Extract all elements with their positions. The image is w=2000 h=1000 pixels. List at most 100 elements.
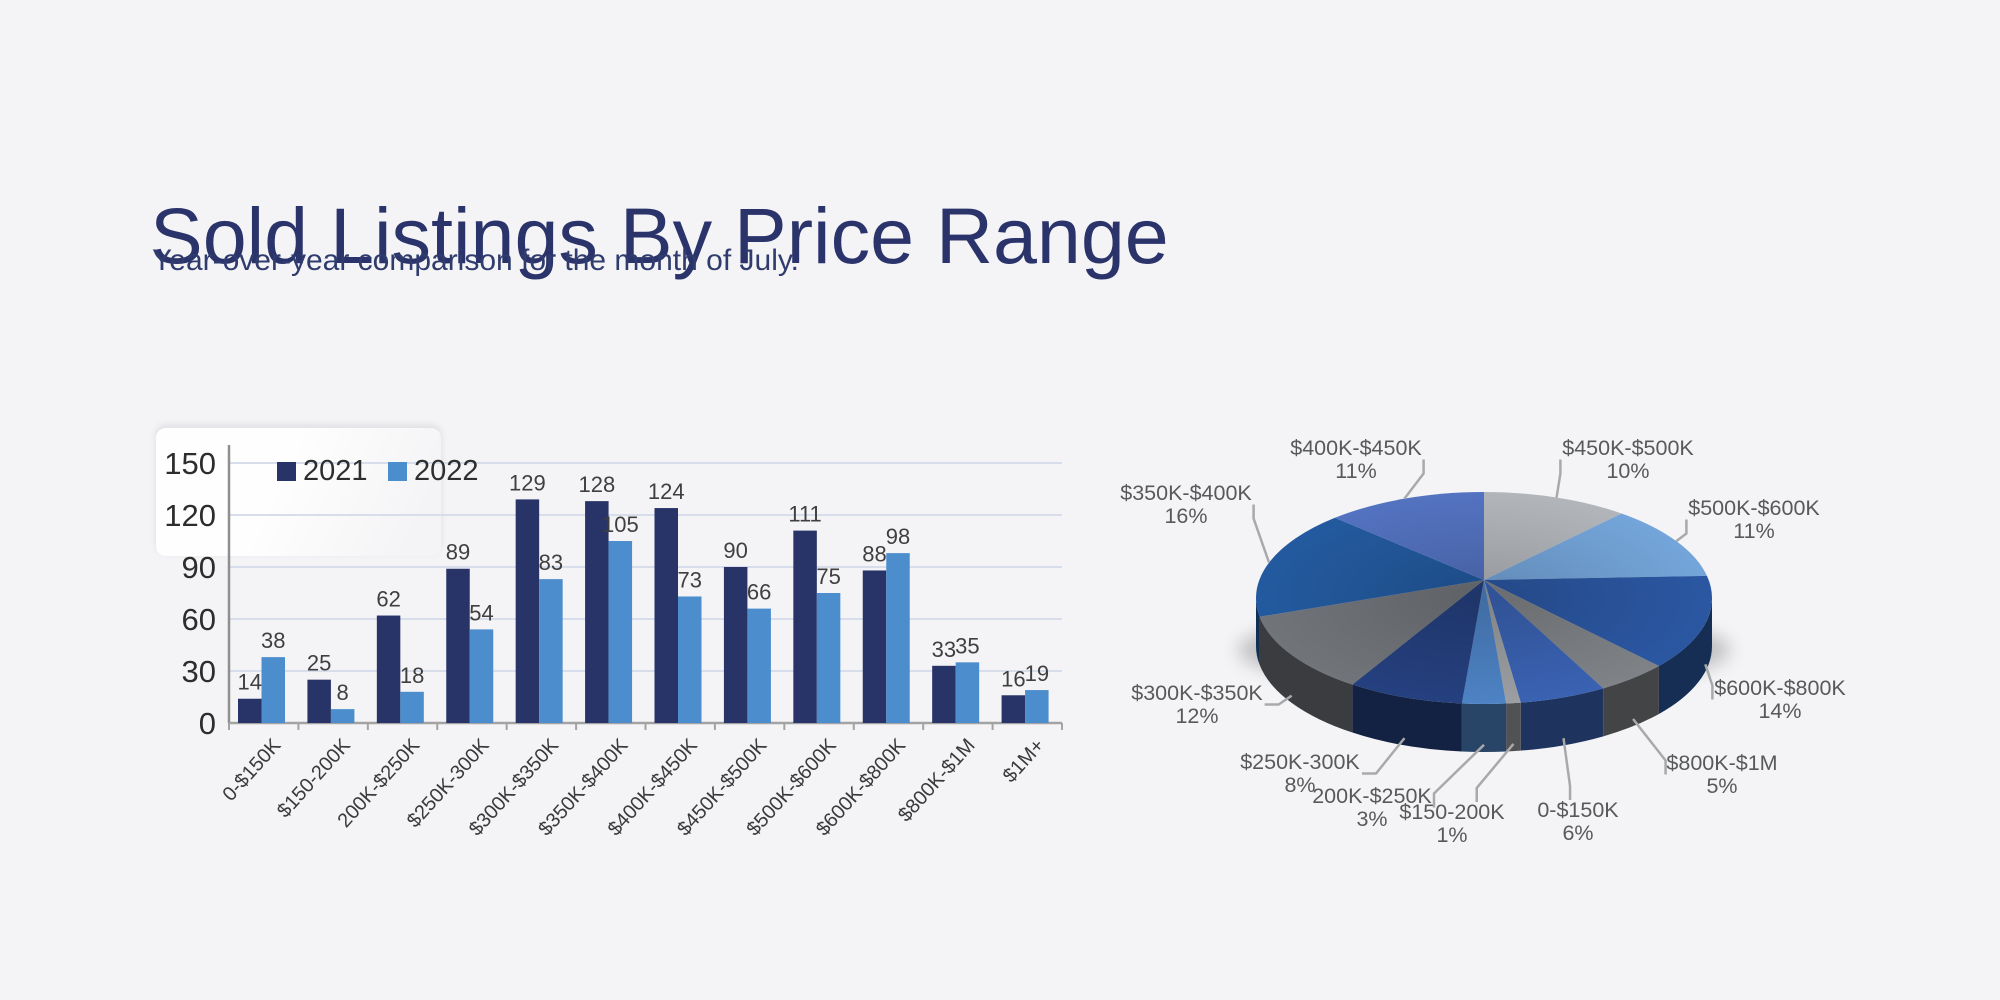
bar-2021-10: [932, 665, 956, 723]
bar-2022-1: [330, 709, 355, 723]
bar-value-label: 66: [747, 580, 771, 605]
bar-value-label: 18: [400, 663, 424, 688]
legend-swatch-2022: [388, 462, 407, 481]
pie-leader-line: [1562, 737, 1572, 800]
bar-2022-9: [886, 553, 910, 723]
page-title: Sold Listings By Price Range: [150, 190, 1169, 280]
x-axis-category-label: $1M+: [999, 735, 1049, 787]
y-axis-tick-label: 60: [182, 602, 216, 637]
pie-slice-percent: 5%: [1706, 774, 1737, 798]
bar-2022-4: [539, 579, 563, 723]
bar-2022-3: [469, 629, 494, 723]
bar-value-label: 129: [509, 470, 546, 495]
pie-leader-line: [1362, 737, 1406, 775]
bar-2021-8: [793, 530, 817, 723]
bar-2021-3: [446, 568, 470, 723]
pie-slice-side-$800K-$1M: [1603, 665, 1659, 737]
pie-leader-line: [1403, 459, 1425, 500]
bar-2021-9: [862, 570, 887, 723]
pie-slice-percent: 14%: [1758, 699, 1801, 723]
bar-value-label: 33: [932, 637, 956, 662]
bar-value-label: 98: [886, 524, 910, 549]
pie-slice-label: $600K-$800K: [1714, 676, 1846, 700]
bar-2022-11: [1025, 690, 1049, 723]
chart-highlight-panel: [156, 428, 441, 556]
pie-slice-percent: 10%: [1606, 459, 1649, 483]
y-axis-tick-label: 30: [182, 654, 216, 689]
pie-leader-line: [1555, 459, 1562, 498]
bar-value-label: 35: [955, 633, 979, 658]
bar-2021-11: [1001, 695, 1026, 723]
bar-chart: 0 30 60 90 120 150 14 25 62 89 129 128 124 90 111 88 33 1…: [164, 445, 1063, 840]
legend-swatch-2021: [277, 462, 296, 481]
bar-2021-4: [515, 499, 540, 723]
pie-slice-label: 0-$150K: [1537, 798, 1619, 822]
pie-leader-line: [1475, 743, 1515, 802]
bar-value-label: 25: [307, 651, 331, 676]
pie-slice-label: $250K-300K: [1240, 750, 1360, 774]
bar-value-label: 124: [648, 479, 685, 504]
pie-slice-side-$300K-$350K: [1259, 616, 1353, 733]
bar-2022-10: [955, 662, 980, 723]
bar-2022-5: [608, 541, 633, 723]
bar-value-label: 83: [539, 550, 563, 575]
bar-value-label: 128: [578, 472, 615, 497]
pie-slice-percent: 1%: [1436, 823, 1467, 847]
bar-2021-2: [376, 615, 401, 723]
pie-slice-percent: 3%: [1356, 807, 1387, 831]
bar-value-label: 16: [1001, 666, 1025, 691]
pie-slice-side-200K-$250K: [1461, 703, 1507, 752]
bar-2021-7: [723, 567, 748, 723]
y-axis-tick-label: 0: [199, 706, 216, 741]
pie-slice-side-$150-200K: [1506, 702, 1521, 752]
pie-slice-percent: 11%: [1733, 519, 1774, 543]
pie-slice-side-$600K-$800K: [1658, 598, 1712, 714]
bar-2022-6: [678, 596, 702, 723]
bar-2022-8: [816, 593, 841, 723]
pie-leader-line: [1704, 663, 1714, 700]
pie-slice-label: 200K-$250K: [1312, 784, 1432, 808]
pie-slice-label: $450K-$500K: [1562, 436, 1694, 460]
pie-slice-label: $800K-$1M: [1666, 751, 1777, 775]
x-axis-category-label: 0-$150K: [218, 734, 285, 805]
pie-leader-line: [1252, 504, 1271, 564]
pie-slice-percent: 6%: [1562, 821, 1593, 845]
pie-slice-percent: 12%: [1175, 704, 1218, 728]
pie-slice-label: $400K-$450K: [1290, 436, 1422, 460]
bar-2022-2: [400, 691, 424, 723]
pie-slice-percent: 11%: [1335, 459, 1376, 483]
page-subtitle: Year-over-year comparison for the month …: [152, 244, 799, 277]
pie-leader-line: [1675, 519, 1688, 543]
bar-2021-6: [654, 508, 678, 723]
pie-slice-side-$250K-300K: [1352, 684, 1462, 752]
bar-2021-1: [307, 679, 331, 723]
bar-value-label: 75: [816, 564, 840, 589]
pie-leader-line: [1632, 718, 1667, 775]
pie-slice-percent: 8%: [1284, 773, 1315, 797]
bar-value-label: 14: [238, 670, 262, 695]
pie-slice-label: $150-200K: [1399, 800, 1505, 824]
pie-leader-line: [1264, 694, 1293, 706]
bar-value-label: 19: [1025, 661, 1049, 686]
pie-slice-label: $300K-$350K: [1131, 681, 1263, 705]
bar-2022-0: [261, 657, 285, 723]
y-axis-tick-label: 120: [164, 498, 216, 533]
pie-center-shading: [1256, 492, 1712, 704]
bar-value-label: 89: [446, 540, 470, 565]
bar-value-label: 54: [469, 600, 493, 625]
bar-value-label: 38: [261, 628, 285, 653]
bar-2021-5: [585, 501, 609, 723]
pie-chart: $450K-$500K10%$500K-$600K11%$600K-$800K1…: [1120, 436, 1846, 847]
legend-label-2021: 2021: [303, 455, 368, 487]
bar-2021-0: [238, 698, 262, 723]
pie-leader-line: [1432, 743, 1485, 808]
bar-value-label: 73: [678, 567, 702, 592]
bar-value-label: 90: [723, 538, 747, 563]
pie-slice-side-$350K-$400K: [1256, 598, 1260, 665]
bar-value-label: 105: [602, 512, 639, 537]
pie-slice-percent: 16%: [1164, 504, 1207, 528]
bar-value-label: 62: [376, 587, 400, 612]
pie-slice-label: $500K-$600K: [1688, 496, 1820, 520]
y-axis-tick-label: 90: [182, 550, 216, 585]
